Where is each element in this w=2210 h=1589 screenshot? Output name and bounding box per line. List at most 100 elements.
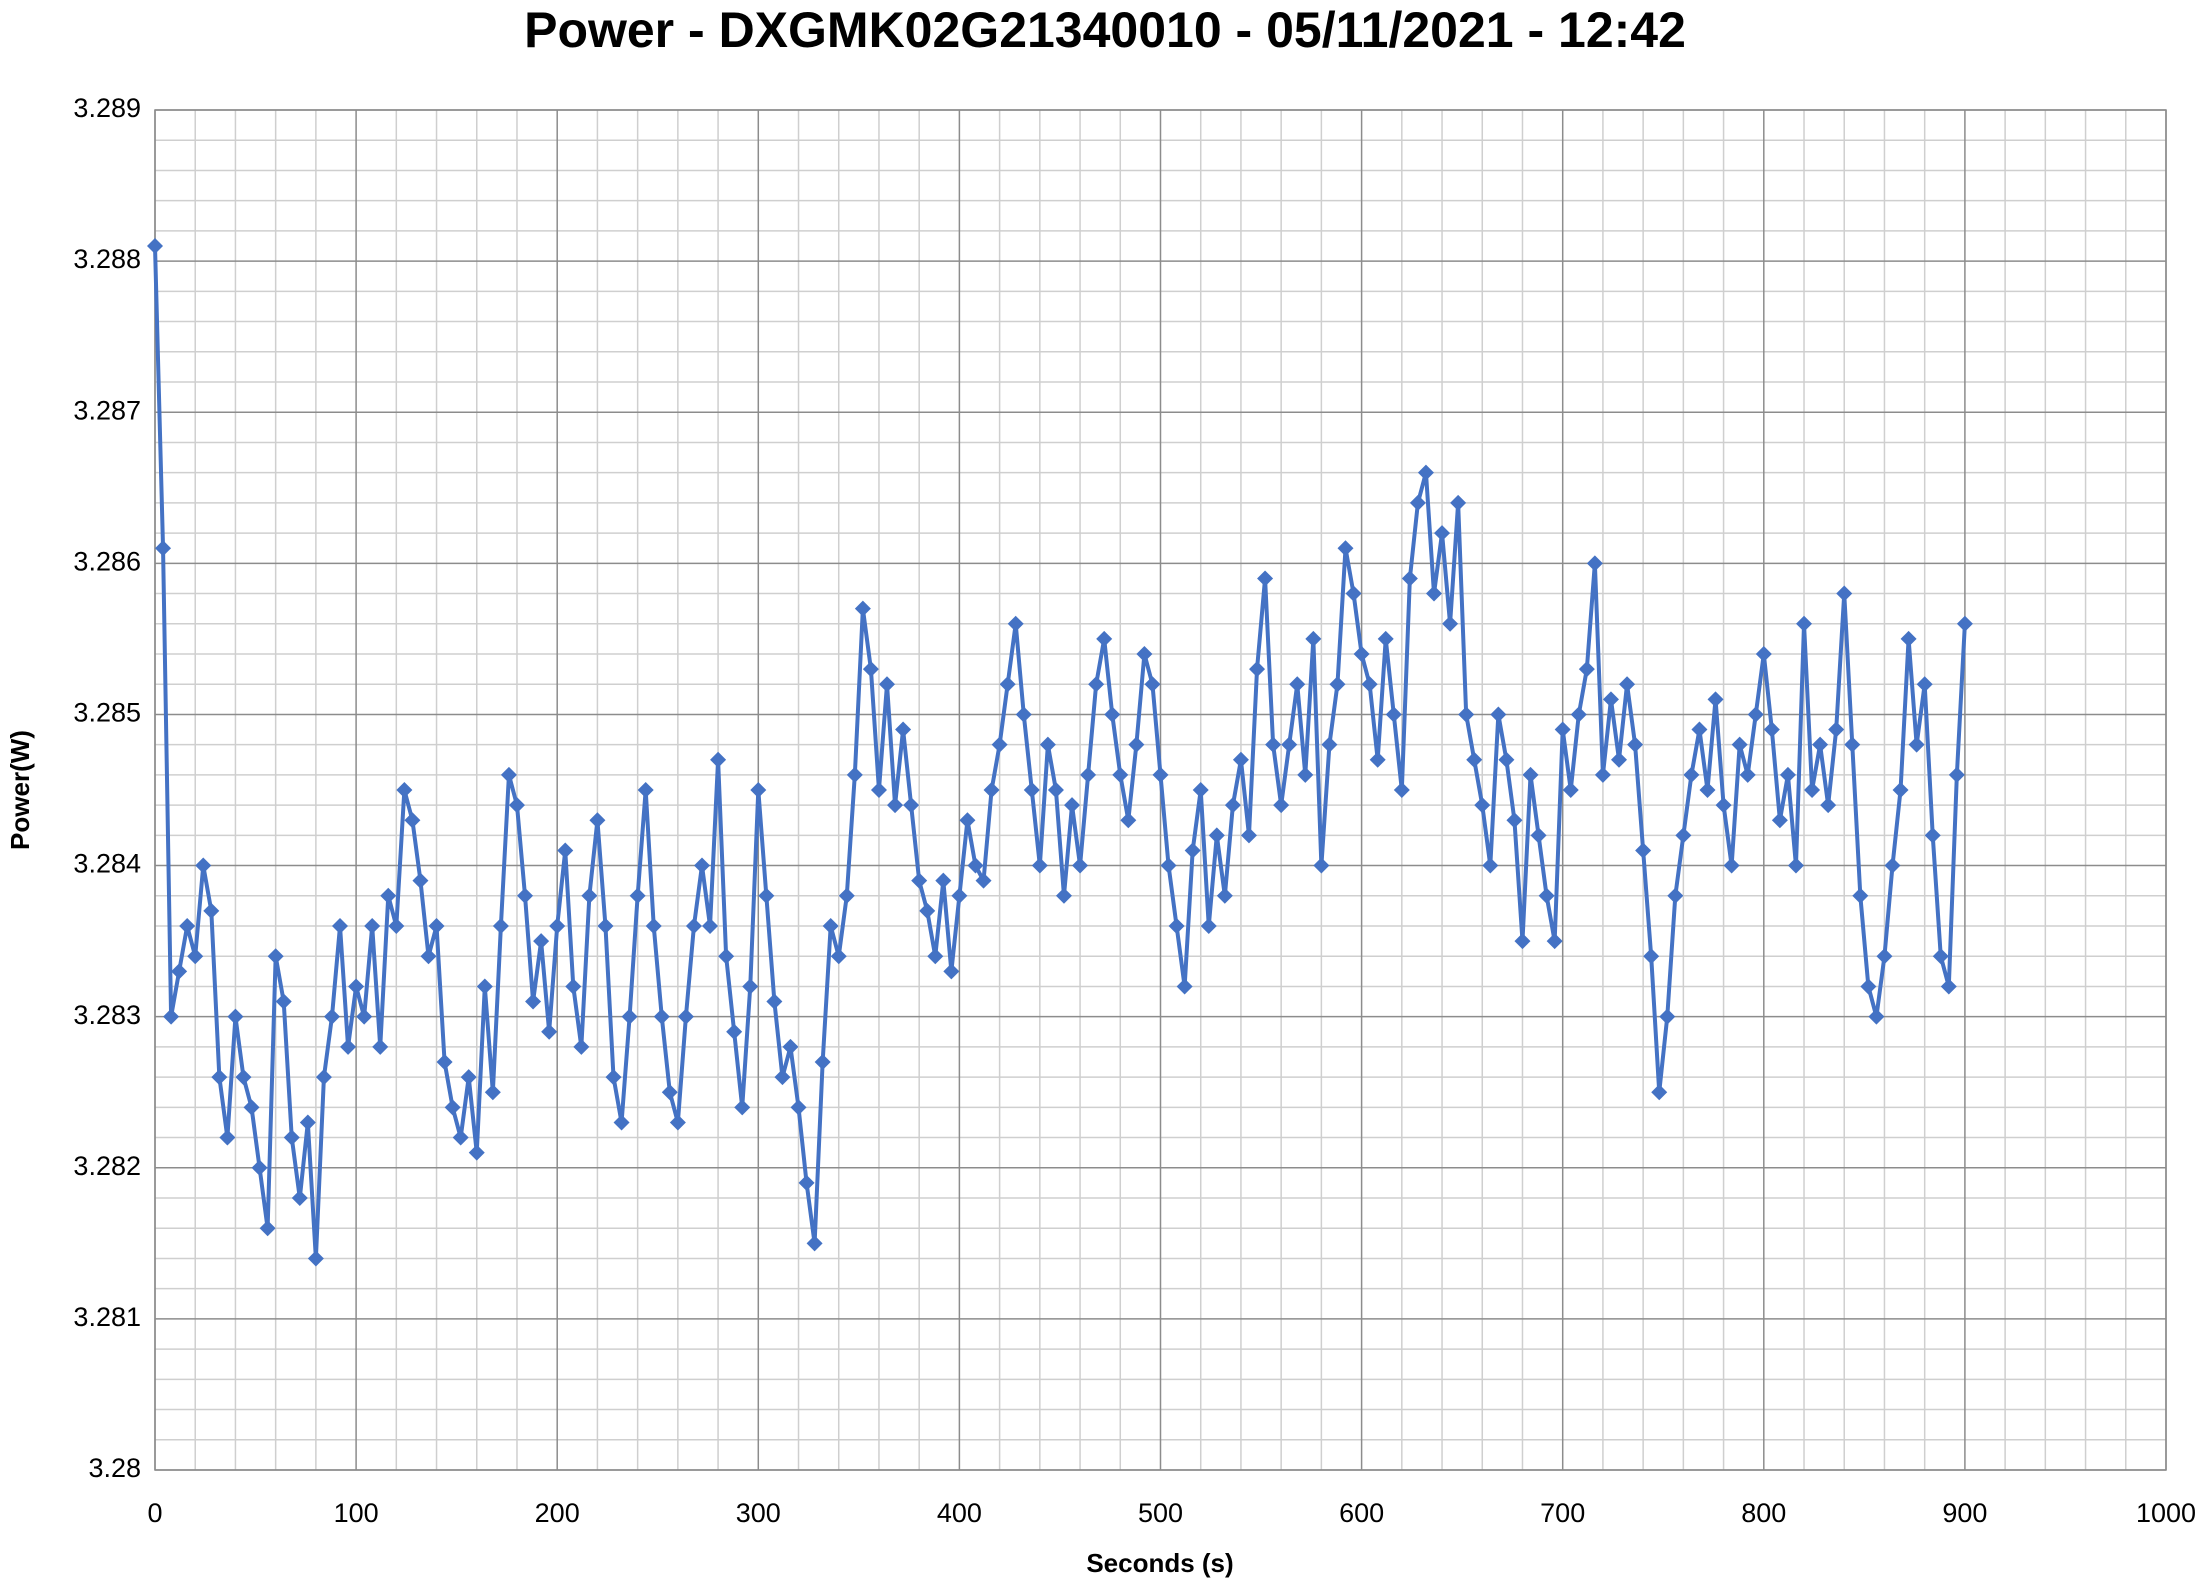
data-point — [1940, 978, 1957, 995]
data-point — [1104, 706, 1121, 723]
data-point — [476, 978, 493, 995]
data-point — [1747, 706, 1764, 723]
data-point — [1852, 887, 1869, 904]
data-point — [943, 963, 960, 980]
data-point — [677, 1008, 694, 1025]
data-point — [1570, 706, 1587, 723]
data-point — [1152, 766, 1169, 783]
data-point — [1072, 857, 1089, 874]
data-point — [1417, 464, 1434, 481]
data-point — [259, 1220, 276, 1237]
data-point — [1321, 736, 1338, 753]
y-axis-label: Power(W) — [5, 730, 35, 850]
data-point — [846, 766, 863, 783]
data-point — [1554, 721, 1571, 738]
data-point — [581, 887, 598, 904]
data-point — [187, 948, 204, 965]
data-point — [517, 887, 534, 904]
x-tick-label: 200 — [535, 1498, 580, 1528]
data-point — [227, 1008, 244, 1025]
x-tick-label: 300 — [736, 1498, 781, 1528]
data-point — [887, 797, 904, 814]
x-tick-label: 900 — [1942, 1498, 1987, 1528]
data-point — [726, 1023, 743, 1040]
data-point — [895, 721, 912, 738]
data-point — [814, 1054, 831, 1070]
data-point — [1064, 797, 1081, 814]
data-point — [1313, 857, 1330, 874]
data-point — [1409, 494, 1426, 511]
data-point — [1434, 525, 1451, 542]
data-point — [766, 993, 783, 1010]
data-point — [1932, 948, 1949, 965]
data-point — [1047, 782, 1064, 798]
data-point — [203, 902, 220, 919]
data-point — [1739, 766, 1756, 783]
data-point — [147, 238, 163, 254]
data-point — [1281, 736, 1298, 753]
data-point — [1249, 661, 1266, 678]
data-point — [790, 1099, 807, 1116]
data-point — [1659, 1008, 1676, 1025]
data-point — [388, 918, 405, 934]
data-point — [332, 918, 349, 934]
data-point — [412, 872, 429, 889]
data-point — [1490, 706, 1507, 723]
data-point — [919, 902, 936, 919]
data-point — [1184, 842, 1201, 859]
data-point — [1562, 782, 1579, 798]
data-point — [661, 1084, 678, 1101]
data-point — [1948, 766, 1965, 783]
data-point — [669, 1114, 686, 1131]
data-point — [1224, 797, 1241, 814]
data-point — [1602, 691, 1619, 708]
data-point — [283, 1129, 300, 1146]
data-point — [1956, 615, 1973, 632]
data-point — [927, 948, 944, 965]
data-point — [251, 1159, 268, 1176]
data-point — [967, 857, 984, 874]
data-point — [1900, 630, 1917, 647]
data-point — [605, 1069, 622, 1086]
y-tick-label: 3.28 — [88, 1453, 141, 1483]
data-point — [702, 918, 719, 934]
data-point — [1361, 676, 1378, 693]
data-point — [782, 1038, 799, 1055]
data-point — [1055, 887, 1072, 904]
data-point — [484, 1084, 501, 1101]
data-point — [1651, 1084, 1668, 1101]
data-point — [1080, 766, 1097, 783]
data-point — [1691, 721, 1708, 738]
x-tick-label: 1000 — [2136, 1498, 2196, 1528]
data-point — [243, 1099, 260, 1116]
data-point — [1522, 766, 1539, 783]
y-tick-label: 3.288 — [73, 244, 141, 274]
data-point — [1442, 615, 1459, 632]
data-point — [1385, 706, 1402, 723]
data-point — [323, 1008, 340, 1025]
data-point — [525, 993, 542, 1010]
data-point — [1039, 736, 1056, 753]
y-tick-label: 3.289 — [73, 93, 141, 123]
data-point — [637, 782, 654, 798]
data-point — [870, 782, 887, 798]
data-point — [742, 978, 759, 995]
data-point — [1031, 857, 1048, 874]
data-point — [1329, 676, 1346, 693]
data-point — [549, 918, 566, 934]
data-point — [830, 948, 847, 965]
x-tick-label: 0 — [147, 1498, 162, 1528]
data-point — [1498, 751, 1515, 768]
data-point — [1257, 570, 1274, 587]
data-point — [959, 812, 976, 829]
data-point — [983, 782, 1000, 798]
data-point — [1192, 782, 1209, 798]
data-point — [195, 857, 212, 874]
series-line — [153, 245, 1967, 1261]
data-point — [1812, 736, 1829, 753]
data-point — [1804, 782, 1821, 798]
data-point — [1530, 827, 1547, 844]
data-point — [404, 812, 421, 829]
data-point — [1916, 676, 1933, 693]
data-point — [975, 872, 992, 889]
